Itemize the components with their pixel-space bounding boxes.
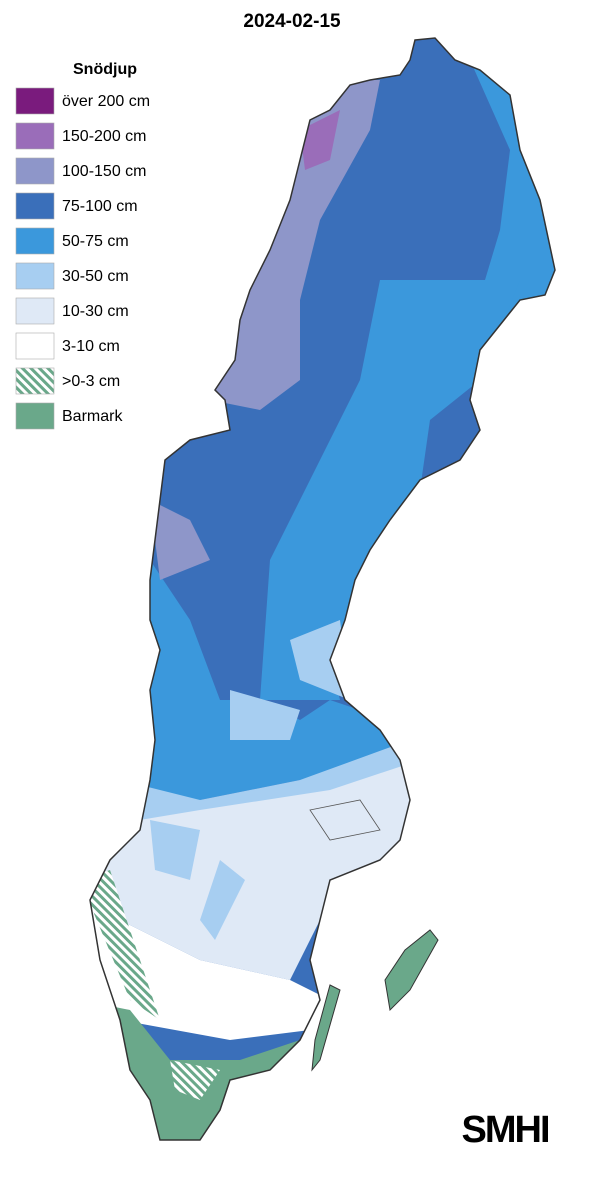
- legend-swatch: [15, 262, 55, 290]
- legend-swatch: [15, 87, 55, 115]
- legend-swatch: [15, 297, 55, 325]
- region: [170, 1060, 220, 1100]
- legend-swatch: [15, 157, 55, 185]
- legend-swatch: [15, 402, 55, 430]
- legend-label: 3-10 cm: [62, 338, 120, 355]
- region: [150, 500, 210, 580]
- legend-label: 75-100 cm: [62, 198, 138, 215]
- legend-swatch: [15, 122, 55, 150]
- region: [90, 870, 160, 1020]
- region: [260, 280, 520, 700]
- lake: [150, 820, 200, 880]
- legend-label: 50-75 cm: [62, 233, 129, 250]
- map-regions: [90, 38, 555, 1140]
- legend-label: över 200 cm: [62, 93, 150, 110]
- legend-title: Snödjup: [73, 61, 137, 78]
- legend-swatch: [15, 332, 55, 360]
- region: [230, 690, 300, 740]
- lake: [309, 799, 381, 841]
- legend-swatch: [15, 367, 55, 395]
- legend-label: 10-30 cm: [62, 303, 129, 320]
- lake: [200, 860, 245, 940]
- region: [140, 560, 400, 810]
- region: [290, 620, 350, 700]
- region: [210, 80, 380, 410]
- gotland: [384, 929, 439, 1012]
- legend-swatch: [15, 192, 55, 220]
- legend-label: 30-50 cm: [62, 268, 129, 285]
- legend-label: Barmark: [62, 408, 123, 425]
- oland: [311, 984, 341, 1072]
- logo: SMHI: [462, 1109, 549, 1151]
- legend-swatch: [15, 227, 55, 255]
- map-title: 2024-02-15: [243, 11, 341, 32]
- legend: över 200 cm 150-200 cm 100-150 cm 75-100 cm…: [15, 87, 150, 430]
- legend-label: 150-200 cm: [62, 128, 147, 145]
- legend-label: >0-3 cm: [62, 373, 120, 390]
- legend-label: 100-150 cm: [62, 163, 147, 180]
- region: [300, 110, 340, 170]
